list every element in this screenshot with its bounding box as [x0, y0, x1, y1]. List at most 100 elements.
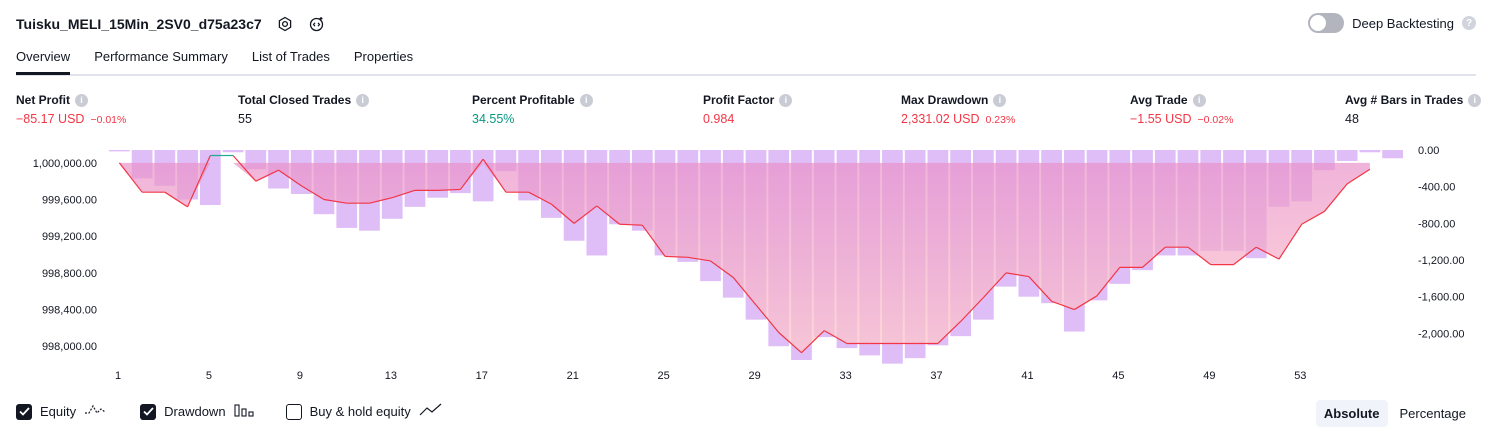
- info-icon[interactable]: i: [993, 93, 1007, 107]
- chart-legend: Equity Drawdown Buy & hold equity: [16, 403, 465, 420]
- strategy-title: Tuisku_MELI_15Min_2SV0_d75a23c7: [16, 16, 262, 32]
- equity-line-segment: [392, 189, 416, 199]
- metric-percent: 0.23%: [985, 114, 1016, 126]
- equity-line-segment: [164, 191, 188, 208]
- equity-line-segment: [1255, 246, 1280, 260]
- source-code-icon[interactable]: [308, 15, 326, 33]
- y-left-tick-label: 998,000.00: [42, 341, 97, 353]
- equity-line-segment: [550, 203, 575, 224]
- settings-icon[interactable]: [276, 15, 294, 33]
- tab-properties[interactable]: Properties: [353, 49, 414, 64]
- equity-line-segment: [1028, 276, 1053, 302]
- x-tick-label: 17: [476, 370, 488, 380]
- metric-value: −85.17 USD: [16, 112, 85, 126]
- legend-drawdown-label: Drawdown: [164, 404, 226, 419]
- drawdown-checkbox[interactable]: [140, 403, 157, 420]
- equity-line-segment: [459, 158, 484, 190]
- metric-label: Profit Factor: [703, 93, 775, 107]
- equity-line-segment: [118, 162, 143, 193]
- metric-label: Max Drawdown: [901, 93, 989, 107]
- metric-profit-factor: Profit Factor i 0.984: [703, 93, 793, 126]
- deep-backtesting-toggle-group: Deep Backtesting ?: [1308, 13, 1476, 33]
- buy-hold-line-icon: [419, 403, 443, 420]
- y-left-tick-label: 999,200.00: [42, 231, 97, 243]
- metric-value: 0.984: [703, 112, 735, 126]
- drawdown-bar: [199, 150, 221, 206]
- y-right-tick-label: -800.00: [1418, 218, 1455, 230]
- equity-line-segment: [437, 188, 461, 191]
- metric-percent: −0.01%: [90, 114, 127, 126]
- equity-line-segment: [369, 197, 393, 204]
- equity-line-segment: [1346, 168, 1371, 185]
- info-icon[interactable]: i: [1468, 93, 1482, 107]
- metric-net-profit: Net Profit i −85.17 USD −0.01%: [16, 93, 126, 126]
- tab-overview[interactable]: Overview: [16, 44, 71, 75]
- info-icon[interactable]: i: [779, 93, 793, 107]
- equity-line-segment: [687, 256, 711, 262]
- toggle-knob: [1310, 15, 1327, 31]
- buy-hold-checkbox[interactable]: [285, 403, 302, 420]
- absolute-button[interactable]: Absolute: [1315, 400, 1388, 427]
- metric-value: −1.55 USD: [1130, 112, 1192, 126]
- metric-value: 34.55%: [472, 112, 515, 126]
- equity-drawdown-chart[interactable]: 1,000,000.00 999,600.00 999,200.00 998,800.…: [0, 140, 1494, 380]
- x-tick-label: 41: [1021, 370, 1033, 380]
- equity-line-segment: [1301, 210, 1325, 225]
- x-tick-label: 21: [567, 370, 579, 380]
- x-tick-label: 5: [206, 370, 212, 380]
- info-icon[interactable]: i: [579, 93, 593, 107]
- report-tabs: Overview Performance Summary List of Tra…: [16, 44, 1476, 76]
- tab-performance-summary[interactable]: Performance Summary: [94, 49, 228, 64]
- x-axis: 1 5 9 13 17 21 25 29 33 37 41 45 49 53: [115, 370, 1307, 380]
- equity-line-segment: [1051, 300, 1075, 311]
- drawdown-bar: [1359, 150, 1381, 153]
- drawdown-bars-icon: [234, 403, 254, 420]
- equity-line-segment: [960, 297, 984, 322]
- legend-buy-hold-label: Buy & hold equity: [309, 404, 411, 419]
- y-axis-right: 0.00 -400.00 -800.00 -1,200.00 -1,600.00 -2,0…: [1418, 145, 1464, 340]
- equity-area-fill: [119, 162, 1370, 353]
- equity-line-segment: [619, 223, 643, 226]
- metric-label: Avg Trade: [1130, 93, 1188, 107]
- x-tick-label: 53: [1294, 370, 1306, 380]
- y-right-tick-label: -1,600.00: [1418, 292, 1464, 304]
- legend-buy-hold[interactable]: Buy & hold equity: [285, 403, 443, 420]
- deep-backtesting-toggle[interactable]: [1308, 13, 1345, 33]
- metric-value: 2,331.02 USD: [901, 112, 980, 126]
- metric-label: Net Profit: [16, 93, 70, 107]
- x-tick-label: 1: [115, 370, 121, 380]
- equity-line-segment: [710, 260, 734, 278]
- equity-line-segment: [300, 185, 325, 201]
- metric-label: Total Closed Trades: [238, 93, 352, 107]
- y-right-tick-label: -2,000.00: [1418, 328, 1464, 340]
- equity-checkbox[interactable]: [16, 403, 32, 420]
- metric-label: Avg # Bars in Trades: [1345, 93, 1464, 107]
- equity-line-segment: [187, 155, 211, 208]
- equity-line-segment: [732, 277, 757, 306]
- percentage-button[interactable]: Percentage: [1399, 406, 1467, 421]
- tab-list-of-trades[interactable]: List of Trades: [251, 49, 330, 64]
- y-left-tick-label: 1,000,000.00: [33, 158, 97, 170]
- equity-line-segment: [1278, 223, 1303, 260]
- metric-value: 55: [238, 112, 252, 126]
- equity-line-segment: [1074, 295, 1098, 311]
- info-icon[interactable]: i: [1192, 93, 1206, 107]
- y-left-tick-label: 999,600.00: [42, 195, 97, 207]
- drawdown-bar: [1336, 150, 1358, 162]
- x-tick-label: 37: [930, 370, 942, 380]
- equity-line-segment: [801, 330, 825, 354]
- y-right-tick-label: 0.00: [1418, 145, 1439, 157]
- deep-backtesting-label: Deep Backtesting: [1352, 15, 1454, 31]
- legend-equity[interactable]: Equity: [16, 403, 108, 420]
- info-icon[interactable]: i: [356, 93, 370, 107]
- equity-line-segment: [1187, 246, 1212, 266]
- info-icon[interactable]: i: [75, 93, 88, 107]
- x-tick-label: 13: [385, 370, 397, 380]
- x-tick-label: 33: [839, 370, 851, 380]
- legend-drawdown[interactable]: Drawdown: [140, 403, 254, 420]
- y-right-tick-label: -1,200.00: [1418, 255, 1464, 267]
- metric-max-drawdown: Max Drawdown i 2,331.02 USD 0.23%: [901, 93, 1015, 126]
- equity-line-segment: [1142, 246, 1166, 268]
- equity-line-segment: [755, 304, 780, 333]
- help-icon[interactable]: ?: [1462, 16, 1476, 30]
